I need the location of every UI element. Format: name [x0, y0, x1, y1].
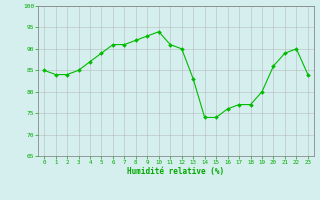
- X-axis label: Humidité relative (%): Humidité relative (%): [127, 167, 225, 176]
